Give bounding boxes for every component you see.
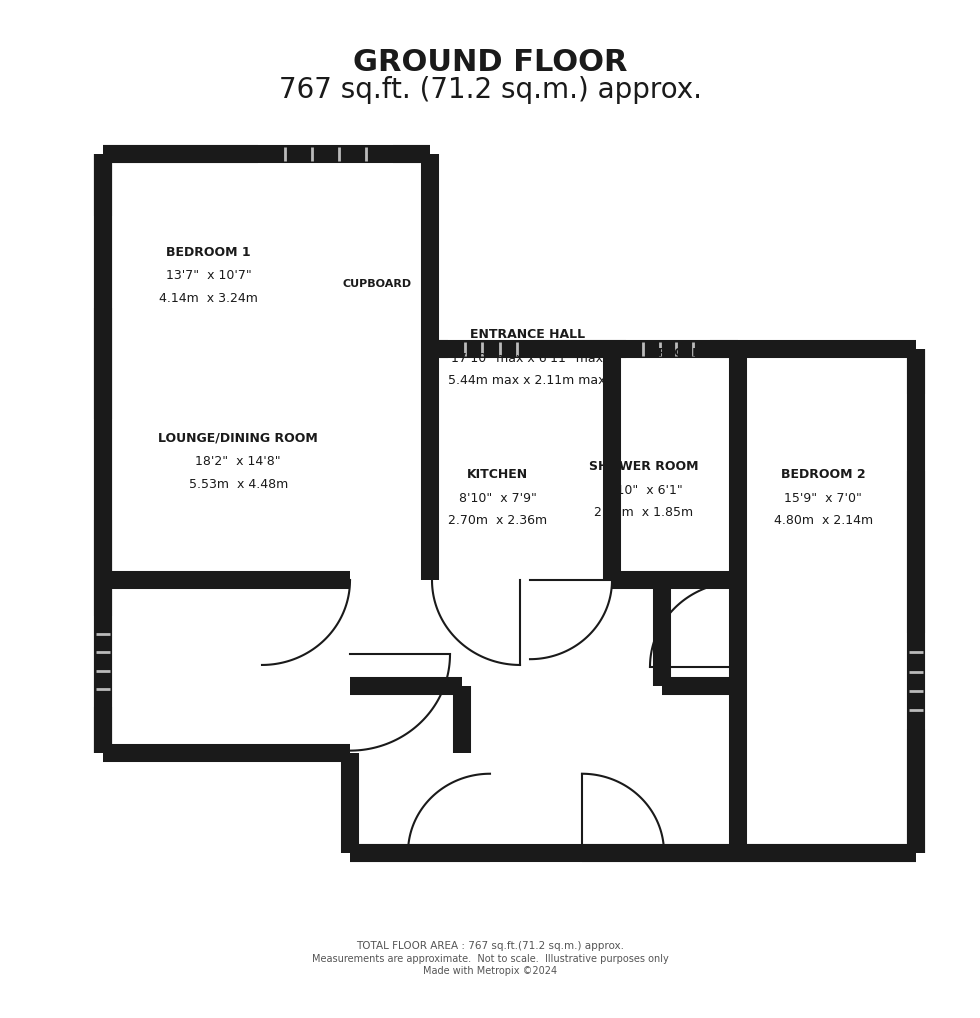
Text: 18'2"  x 14'8": 18'2" x 14'8": [195, 455, 281, 468]
Text: 8'10"  x 7'9": 8'10" x 7'9": [459, 492, 537, 505]
Bar: [909, 394, 923, 471]
Text: TOTAL FLOOR AREA : 767 sq.ft.(71.2 sq.m.) approx.: TOTAL FLOOR AREA : 767 sq.ft.(71.2 sq.m.…: [356, 941, 624, 951]
Bar: [731, 580, 745, 667]
Text: Made with Metropix ©2024: Made with Metropix ©2024: [423, 966, 557, 975]
Text: CUPBOARD: CUPBOARD: [343, 279, 412, 288]
Text: GROUND FLOOR: GROUND FLOOR: [353, 48, 627, 76]
Text: Measurements are approximate.  Not to scale.  Illustrative purposes only: Measurements are approximate. Not to sca…: [312, 954, 668, 964]
Bar: [430, 573, 520, 587]
Text: 2.69m  x 1.85m: 2.69m x 1.85m: [594, 506, 694, 519]
Text: 4.80m  x 2.14m: 4.80m x 2.14m: [773, 514, 873, 527]
Text: UPBOARD: UPBOARD: [649, 348, 710, 358]
Bar: [96, 418, 110, 519]
Bar: [262, 573, 350, 587]
Text: 15'9"  x 7'0": 15'9" x 7'0": [784, 492, 862, 505]
Bar: [909, 633, 923, 730]
Text: KITCHEN: KITCHEN: [467, 468, 528, 482]
Bar: [96, 616, 110, 708]
Bar: [490, 843, 582, 862]
Bar: [258, 147, 393, 161]
Text: LOUNGE/DINING ROOM: LOUNGE/DINING ROOM: [158, 432, 318, 445]
Text: 17'10" max x 6'11" max: 17'10" max x 6'11" max: [451, 351, 604, 364]
Bar: [96, 217, 110, 307]
Text: 5.53m  x 4.48m: 5.53m x 4.48m: [188, 478, 288, 491]
Bar: [626, 342, 710, 356]
Text: SHOWER ROOM: SHOWER ROOM: [589, 460, 699, 473]
Text: ENTRANCE HALL: ENTRANCE HALL: [469, 328, 585, 341]
Text: 767 sq.ft. (71.2 sq.m.) approx.: 767 sq.ft. (71.2 sq.m.) approx.: [278, 75, 702, 104]
Text: 4.14m  x 3.24m: 4.14m x 3.24m: [160, 292, 258, 304]
Text: 13'7"  x 10'7": 13'7" x 10'7": [166, 269, 252, 282]
Text: 2.70m  x 2.36m: 2.70m x 2.36m: [448, 514, 548, 527]
Text: 8'10"  x 6'1": 8'10" x 6'1": [605, 484, 683, 497]
Bar: [448, 342, 534, 356]
Text: 5.44m max x 2.11m max: 5.44m max x 2.11m max: [449, 375, 606, 387]
Bar: [344, 655, 358, 752]
Text: BEDROOM 2: BEDROOM 2: [781, 468, 865, 482]
Text: BEDROOM 1: BEDROOM 1: [167, 245, 251, 259]
Bar: [530, 573, 615, 587]
